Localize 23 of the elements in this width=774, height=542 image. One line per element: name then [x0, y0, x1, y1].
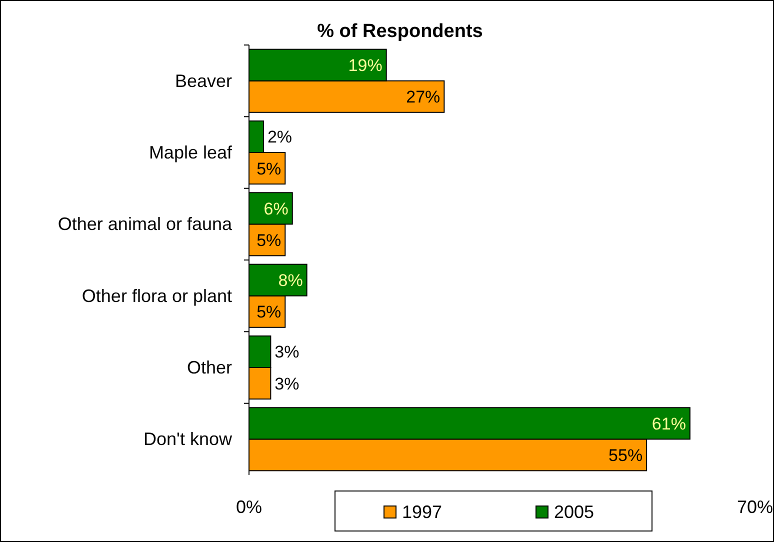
data-label: 5%: [256, 230, 282, 250]
data-label: 5%: [256, 302, 282, 322]
data-label: 55%: [608, 446, 643, 465]
data-label: 3%: [274, 342, 300, 362]
x-tick-label: 70%: [736, 497, 774, 517]
data-label: 6%: [264, 199, 288, 218]
data-label: 5%: [256, 159, 282, 178]
y-tick-label: Other flora or plant: [82, 286, 232, 306]
y-tick-label: Beaver: [174, 70, 232, 91]
legend-label: 2005: [554, 502, 594, 522]
data-label: 27%: [406, 88, 440, 107]
chart-title: % of Respondents: [317, 21, 483, 42]
legend-label: 1997: [402, 502, 442, 522]
data-label: 2%: [267, 128, 292, 147]
y-tick-label: Other: [186, 358, 232, 378]
data-label: 8%: [278, 271, 303, 290]
data-label: 3%: [274, 374, 300, 394]
y-tick-label: Don't know: [144, 429, 233, 450]
data-label: 19%: [348, 56, 382, 76]
data-label: 61%: [652, 414, 686, 434]
x-tick-label: 0%: [236, 497, 262, 517]
y-tick-label: Maple leaf: [148, 142, 233, 162]
y-tick-label: Other animal or fauna: [58, 214, 233, 234]
